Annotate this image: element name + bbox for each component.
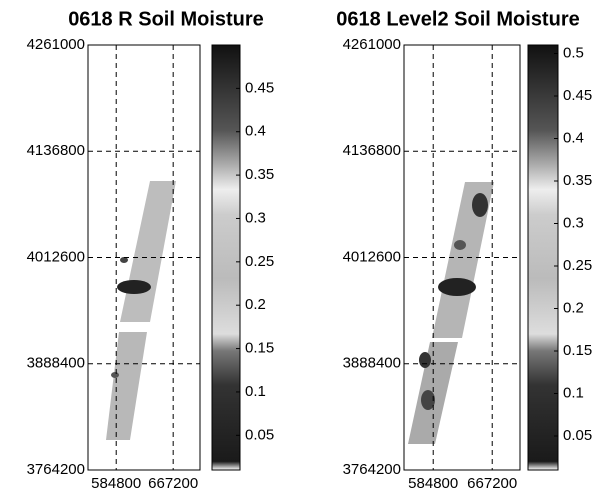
colorbar-tick-label: 0.3	[563, 214, 584, 231]
swath-right	[408, 182, 494, 444]
y-tick-label: 3764200	[343, 461, 401, 478]
x-tick-label: 667200	[148, 475, 198, 492]
y-tick-label: 4136800	[27, 142, 85, 159]
colorbar	[211, 44, 241, 471]
chart-title: 0618 R Soil Moisture	[68, 8, 264, 30]
x-tick-label: 584800	[408, 475, 458, 492]
y-tick-label: 4012600	[27, 248, 85, 265]
y-tick-label: 4261000	[27, 36, 85, 53]
colorbar-tick-label: 0.15	[563, 342, 592, 359]
y-tick-label: 3764200	[27, 461, 85, 478]
colorbar-tick-label: 0.2	[563, 299, 584, 316]
colorbar-tick-label: 0.25	[245, 253, 274, 270]
colorbar-tick-label: 0.5	[563, 44, 584, 61]
colorbar-tick-label: 0.4	[563, 129, 584, 146]
swath-left	[106, 181, 176, 440]
colorbar-tick-label: 0.35	[245, 166, 274, 183]
y-tick-label: 4261000	[343, 36, 401, 53]
colorbar-tick-label: 0.1	[245, 383, 266, 400]
colorbar-tick-label: 0.35	[563, 172, 592, 189]
colorbar-tick-label: 0.45	[563, 87, 592, 104]
colorbar-tick-label: 0.15	[245, 340, 274, 357]
colorbar	[527, 44, 559, 471]
colorbar-tick-label: 0.3	[245, 209, 266, 226]
colorbar-tick-label: 0.2	[245, 296, 266, 313]
colorbar-tick-label: 0.05	[245, 426, 274, 443]
x-tick-label: 584800	[91, 475, 141, 492]
colorbar-tick-label: 0.25	[563, 257, 592, 274]
colorbar-tick-label: 0.1	[563, 384, 584, 401]
y-tick-label: 4012600	[343, 248, 401, 265]
y-tick-label: 3888400	[343, 355, 401, 372]
y-tick-label: 4136800	[343, 142, 401, 159]
colorbar-tick-label: 0.05	[563, 427, 592, 444]
chart-title: 0618 Level2 Soil Moisture	[336, 8, 579, 30]
colorbar-tick-label: 0.45	[245, 79, 274, 96]
y-tick-label: 3888400	[27, 355, 85, 372]
x-tick-label: 667200	[467, 475, 517, 492]
colorbar-tick-label: 0.4	[245, 123, 266, 140]
